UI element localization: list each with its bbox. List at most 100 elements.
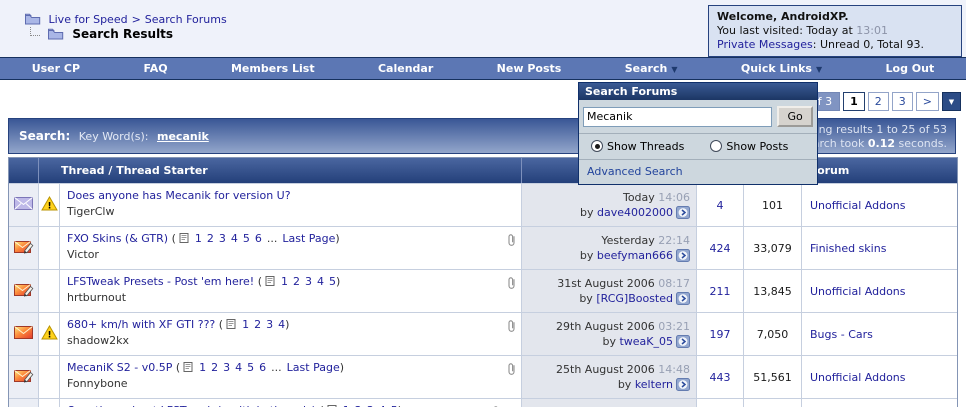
thread-page-link[interactable]: Last Page [286,361,340,374]
thread-page-link[interactable]: 3 [367,404,374,407]
thread-title-link[interactable]: MecaniK S2 - v0.5P [67,361,173,374]
last-post-time: 14:06 [658,191,690,204]
thread-page-link[interactable]: 1 [194,232,202,245]
thread-title-link[interactable]: FXO Skins (& GTR) [67,232,169,245]
breadcrumb-section-link[interactable]: Search Forums [144,13,227,26]
thread-page-link[interactable]: 4 [235,361,243,374]
thread-page-link[interactable]: Last Page [282,232,336,245]
thread-page-link[interactable]: 5 [247,361,255,374]
forum-link[interactable]: Unofficial Addons [810,198,906,212]
radio-label[interactable]: Show Threads [607,140,685,153]
forum-link[interactable]: Unofficial Addons [810,284,906,298]
thread-page-link[interactable]: 1 [199,361,207,374]
forum-link[interactable]: Finished skins [810,241,887,255]
navbar-item[interactable]: Search ▼ [624,62,678,75]
last-post-cell: 25th August 2006 14:28 [521,399,696,407]
page-jump-button[interactable]: ▼ [942,92,961,111]
thread-page-link[interactable]: 1 [343,404,350,407]
advanced-search-link[interactable]: Advanced Search [579,159,817,184]
multipage-icon [183,362,193,372]
navbar-item[interactable]: Calendar [377,62,434,75]
replies-count[interactable]: 424 [696,227,743,269]
thread-page-link[interactable]: 6 [254,232,262,245]
go-button[interactable]: Go [777,106,813,127]
thread-page-link[interactable]: 4 [230,232,238,245]
goto-last-post-icon[interactable] [676,292,690,308]
thread-page-link[interactable]: 5 [242,232,250,245]
page-ellipsis: ... [266,232,278,245]
table-row: Questions about LFSTweak (multiple threa… [9,398,957,407]
last-poster-link[interactable]: keltern [634,378,673,391]
breadcrumb: Live for Speed > Search Forums [24,12,227,26]
paperclip-icon[interactable] [507,276,516,293]
thread-page-link[interactable]: 4 [278,318,286,331]
thread-page-link[interactable]: 2 [254,318,262,331]
page-header: Live for Speed > Search Forums Search Resu… [0,0,966,57]
forum-link[interactable]: Unofficial Addons [810,370,906,384]
thread-page-link[interactable]: 6 [259,361,267,374]
forum-cell: Unofficial Addons [801,399,957,407]
forum-link[interactable]: Bugs - Cars [810,327,873,341]
breadcrumb-root-link[interactable]: Live for Speed [48,13,128,26]
thread-page-link[interactable]: 3 [305,275,313,288]
tree-elbow [30,27,40,36]
navbar-item[interactable]: Members List [230,62,315,75]
goto-last-post-icon[interactable] [676,249,690,265]
replies-count[interactable]: 197 [696,313,743,355]
goto-last-post-icon[interactable] [676,378,690,394]
thread-page-link[interactable]: 2 [355,404,362,407]
thread-page-link[interactable]: 3 [266,318,274,331]
radio-button[interactable] [710,140,723,152]
thread-page-link[interactable]: 1 [242,318,250,331]
goto-last-post-icon[interactable] [676,335,690,351]
navbar-item[interactable]: Log Out [885,62,935,75]
navbar-item[interactable]: Quick Links ▼ [740,62,823,75]
private-messages-link[interactable]: Private Messages [717,38,813,51]
thread-title-link[interactable]: Questions about LFSTweak (multiple threa… [67,404,316,407]
thread-page-link[interactable]: 2 [293,275,301,288]
radio-label[interactable]: Show Posts [726,140,789,153]
replies-count[interactable] [696,399,743,407]
navbar-item[interactable]: New Posts [496,62,562,75]
last-visited-time: 13:01 [856,24,888,37]
thread-page-link[interactable]: 4 [379,404,386,407]
status-column-header [9,158,38,183]
paperclip-icon[interactable] [507,233,516,250]
thread-title-link[interactable]: LFSTweak Presets - Post 'em here! [67,275,255,288]
chevron-down-icon: ▼ [948,97,955,106]
paperclip-icon[interactable] [507,319,516,336]
page-number-button[interactable]: 2 [867,92,889,111]
navbar-item[interactable]: FAQ [143,62,168,75]
thread-page-link[interactable]: 5 [391,404,398,407]
last-poster-link[interactable]: tweaK_05 [619,335,673,348]
last-poster-link[interactable]: beefyman666 [596,249,673,262]
thread-page-link[interactable]: 4 [317,275,325,288]
search-input[interactable] [583,106,773,127]
thread-page-link[interactable]: 1 [281,275,289,288]
thread-page-link[interactable]: 2 [211,361,219,374]
page-number-button[interactable]: 1 [843,92,865,111]
hot-thread-icon [14,326,33,342]
thread-title-link[interactable]: Does anyone has Mecanik for version U? [67,189,291,202]
replies-count[interactable]: 211 [696,270,743,312]
next-page-button[interactable]: > [915,92,939,111]
keyword-link[interactable]: mecanik [157,130,209,143]
thread-page-link[interactable]: 3 [218,232,226,245]
radio-button[interactable] [591,140,603,152]
replies-count[interactable]: 443 [696,356,743,398]
goto-last-post-icon[interactable] [676,206,690,222]
last-poster-link[interactable]: [RCG]Boosted [596,292,673,305]
last-post-time: 08:17 [658,277,690,290]
thread-page-link[interactable]: 2 [206,232,214,245]
thread-page-link[interactable]: 3 [223,361,231,374]
thread-page-link[interactable]: 5 [329,275,337,288]
paperclip-icon[interactable] [507,362,516,379]
svg-text:!: ! [47,331,51,341]
page-number-button[interactable]: 3 [891,92,913,111]
thread-title-link[interactable]: 680+ km/h with XF GTI ??? [67,318,216,331]
last-poster-link[interactable]: dave4002000 [597,206,673,219]
thread-alert-cell [38,270,59,312]
navbar-item[interactable]: User CP [31,62,81,75]
replies-count[interactable]: 4 [696,184,743,226]
thread-status-cell [9,399,38,407]
